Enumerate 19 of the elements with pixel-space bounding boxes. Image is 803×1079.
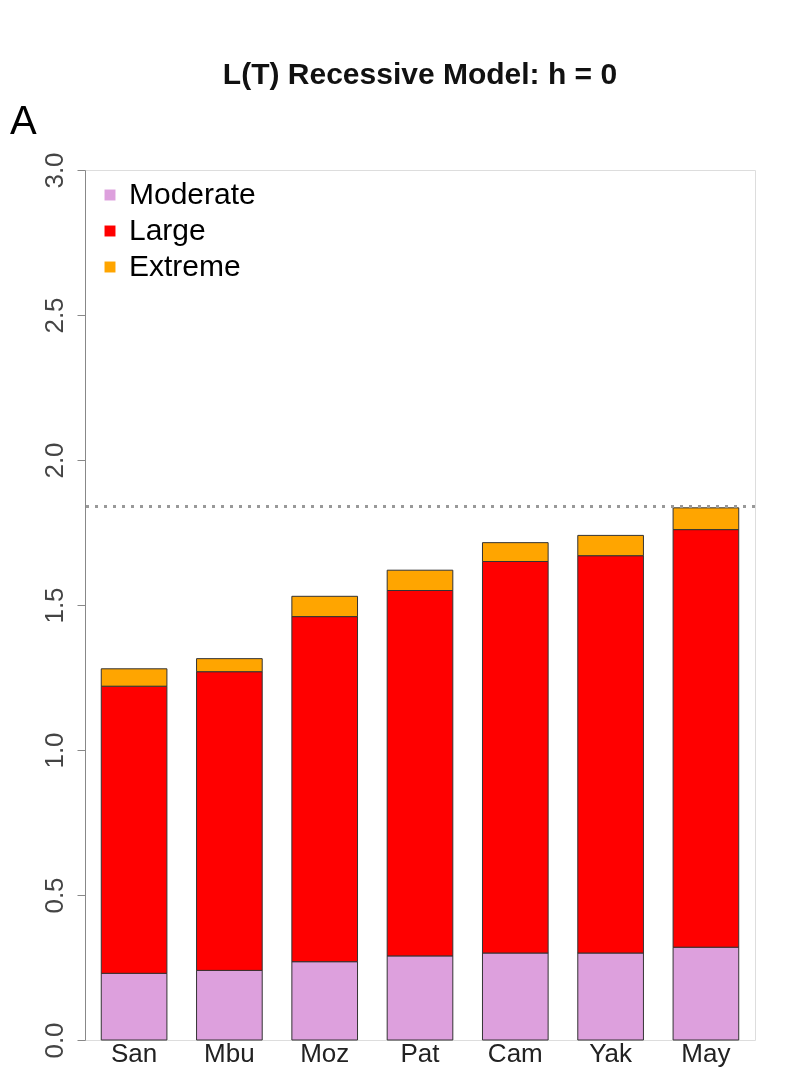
y-tick-label: 0.0 [38, 1022, 69, 1059]
y-tick-label: 2.5 [38, 297, 69, 334]
x-tick-label: Cam [487, 1037, 543, 1068]
x-tick-label: May [681, 1037, 731, 1068]
y-tick-label: 2.0 [38, 442, 69, 479]
y-tick-label: 1.5 [38, 587, 69, 624]
y-tick-label: 0.5 [38, 877, 69, 914]
legend-label: Moderate [129, 177, 256, 210]
legend-label: Extreme [129, 249, 241, 282]
x-tick-label: Moz [300, 1037, 350, 1068]
x-tick-label: Yak [589, 1037, 634, 1068]
chart-title: L(T) Recessive Model: h = 0 [222, 57, 618, 90]
text: A [10, 98, 37, 142]
x-tick-label: Pat [400, 1037, 441, 1068]
y-tick-label: 1.0 [38, 732, 69, 769]
legend-label: Large [129, 213, 206, 246]
y-tick-label: 3.0 [38, 152, 69, 189]
x-tick-label: Mbu [204, 1037, 255, 1068]
x-tick-label: San [110, 1037, 158, 1068]
